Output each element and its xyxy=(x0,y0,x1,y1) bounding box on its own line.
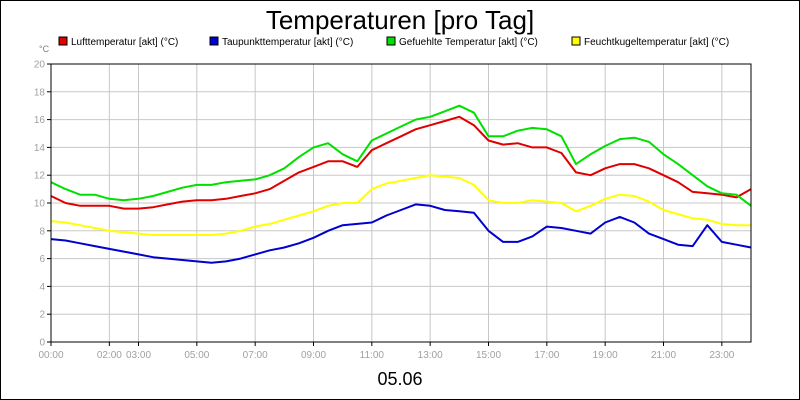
series-line-4 xyxy=(50,174,751,236)
series-line-3 xyxy=(50,104,752,207)
x-tick-label: 13:00 xyxy=(418,350,443,361)
legend-swatch-3 xyxy=(386,36,396,46)
y-tick-label: 4 xyxy=(39,282,45,293)
x-tick-label: 17:00 xyxy=(534,350,559,361)
legend-label-1: Lufttemperatur [akt] (°C) xyxy=(71,37,178,48)
y-tick-label: 0 xyxy=(39,338,45,349)
y-tick-label: 18 xyxy=(34,87,46,98)
legend-swatch-4 xyxy=(571,36,581,46)
x-tick-label: 09:00 xyxy=(301,350,326,361)
y-tick-label: 10 xyxy=(34,199,46,210)
x-tick-label: 05:00 xyxy=(184,350,209,361)
y-tick-label: 16 xyxy=(34,115,46,126)
series-line-1 xyxy=(50,115,752,210)
y-axis: 0 2 4 6 8 10 12 14 16 18 20 xyxy=(34,60,51,349)
x-axis-label: 05.06 xyxy=(377,369,422,389)
y-tick-label: 14 xyxy=(34,143,46,154)
legend-swatch-2 xyxy=(209,36,219,46)
x-tick-label: 21:00 xyxy=(651,350,676,361)
x-tick-label: 00:00 xyxy=(38,350,63,361)
x-tick-label: 19:00 xyxy=(593,350,618,361)
y-tick-label: 2 xyxy=(39,310,45,321)
x-tick-label: 15:00 xyxy=(476,350,501,361)
series-line-2 xyxy=(50,203,752,264)
y-tick-label: 8 xyxy=(39,226,45,237)
chart-title: Temperaturen [pro Tag] xyxy=(266,5,534,35)
y-tick-label: 20 xyxy=(34,60,46,71)
y-tick-label: 6 xyxy=(39,254,45,265)
x-tick-label: 23:00 xyxy=(709,350,734,361)
x-tick-label: 03:00 xyxy=(126,350,151,361)
series-group xyxy=(50,104,752,264)
x-axis: 00:00 02:00 03:00 05:00 07:00 09:00 11:00 13:00… xyxy=(38,342,735,361)
legend-label-4: Feuchtkugeltemperatur [akt] (°C) xyxy=(584,37,729,48)
y-tick-label: 12 xyxy=(34,171,46,182)
y-axis-unit: °C xyxy=(39,44,50,54)
x-tick-label: 11:00 xyxy=(360,350,385,361)
x-tick-label: 02:00 xyxy=(97,350,122,361)
legend-label-2: Taupunkttemperatur [akt] (°C) xyxy=(222,37,353,48)
x-tick-label: 07:00 xyxy=(243,350,268,361)
legend: Lufttemperatur [akt] (°C) Taupunkttempera… xyxy=(58,36,729,48)
legend-label-3: Gefuehlte Temperatur [akt] (°C) xyxy=(399,37,538,48)
legend-swatch-1 xyxy=(58,36,68,46)
